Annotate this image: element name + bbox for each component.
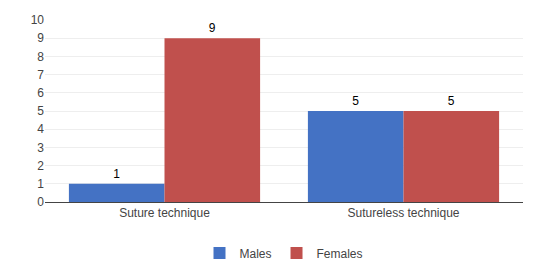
svg-text:Suture technique: Suture technique	[119, 206, 210, 220]
svg-text:Females: Females	[317, 247, 363, 261]
svg-text:7: 7	[37, 68, 44, 82]
svg-text:4: 4	[37, 122, 44, 136]
svg-text:Sutureless technique: Sutureless technique	[347, 206, 459, 220]
svg-text:3: 3	[37, 141, 44, 155]
svg-text:5: 5	[448, 94, 455, 108]
svg-text:6: 6	[37, 86, 44, 100]
svg-text:9: 9	[37, 31, 44, 45]
svg-text:8: 8	[37, 50, 44, 64]
svg-text:10: 10	[31, 13, 45, 27]
svg-text:Males: Males	[240, 247, 272, 261]
svg-text:0: 0	[37, 195, 44, 209]
svg-text:1: 1	[113, 167, 120, 181]
svg-text:5: 5	[37, 104, 44, 118]
svg-text:5: 5	[352, 94, 359, 108]
svg-text:9: 9	[209, 21, 216, 35]
svg-text:1: 1	[37, 177, 44, 191]
svg-text:2: 2	[37, 159, 44, 173]
